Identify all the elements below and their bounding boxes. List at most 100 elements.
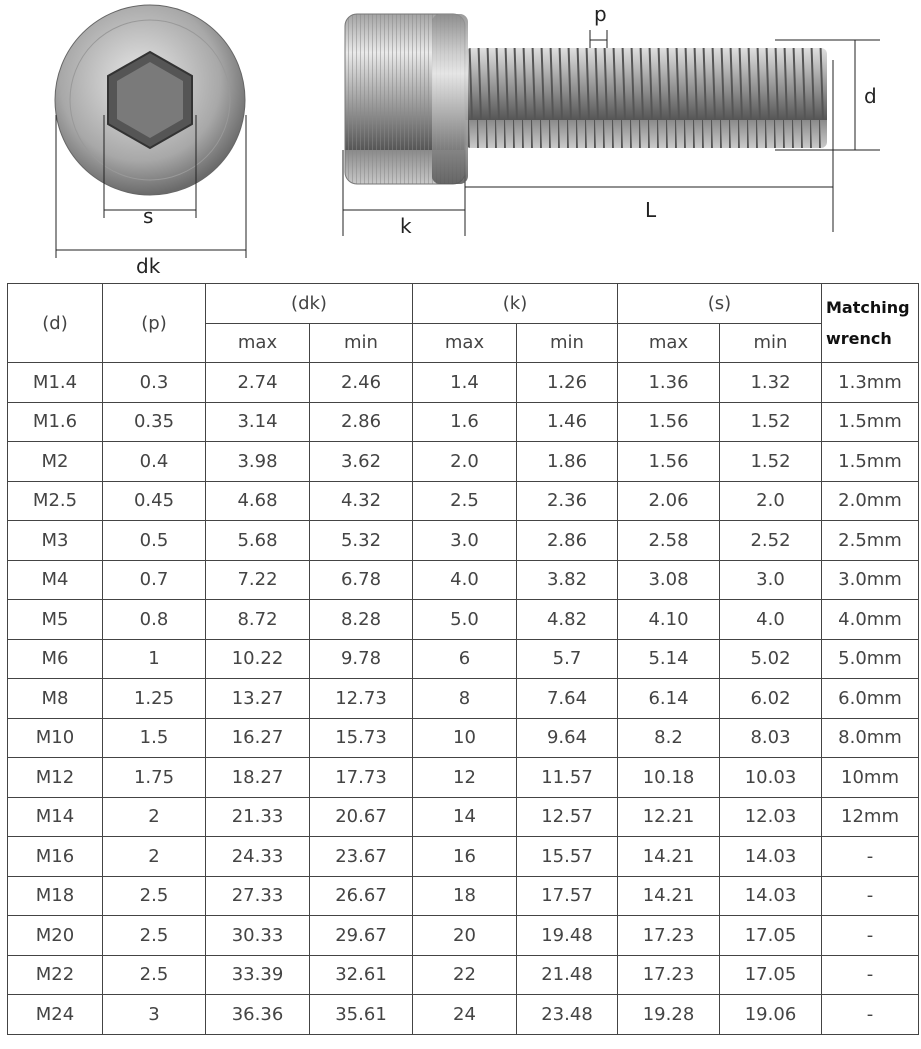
cell-k-max: 2.5 bbox=[412, 480, 517, 521]
table-row: M20 2.5 30.33 29.67 20 19.48 17.23 17.05- bbox=[7, 915, 919, 956]
cell-dk-max: 33.39 bbox=[205, 954, 310, 995]
cell-s-max: 3.08 bbox=[617, 559, 720, 600]
label-k: k bbox=[400, 214, 412, 238]
cell-k-min: 5.7 bbox=[516, 638, 618, 679]
cell-dk-max: 3.14 bbox=[205, 401, 310, 442]
table-row: M1.4 0.3 2.74 2.46 1.4 1.26 1.36 1.32 1.3mm bbox=[7, 362, 919, 403]
cell-s-max: 4.10 bbox=[617, 599, 720, 640]
cell-k-min: 2.86 bbox=[516, 520, 618, 561]
table-row: M2 0.4 3.98 3.62 2.0 1.86 1.56 1.52 1.5mm bbox=[7, 441, 919, 482]
cell-k-max: 1.4 bbox=[412, 362, 517, 403]
cell-s-min: 19.06 bbox=[719, 994, 822, 1035]
cell-wrench: 6.0mm bbox=[821, 678, 919, 719]
cell-wrench: - bbox=[821, 836, 919, 877]
cell-k-min: 19.48 bbox=[516, 915, 618, 956]
cell-p: 0.4 bbox=[102, 441, 206, 482]
cell-k-min: 4.82 bbox=[516, 599, 618, 640]
cell-s-max: 14.21 bbox=[617, 836, 720, 877]
cell-k-min: 23.48 bbox=[516, 994, 618, 1035]
table-row: M22 2.5 33.39 32.61 22 21.48 17.23 17.05- bbox=[7, 954, 919, 995]
cell-k-max: 10 bbox=[412, 717, 517, 758]
cell-k-max: 3.0 bbox=[412, 520, 517, 561]
cell-d: M2 bbox=[7, 441, 103, 482]
header-s-min: min bbox=[719, 322, 822, 363]
cell-k-max: 6 bbox=[412, 638, 517, 679]
cell-k-min: 1.46 bbox=[516, 401, 618, 442]
cell-s-max: 17.23 bbox=[617, 954, 720, 995]
table-row: M2.5 0.45 4.68 4.32 2.5 2.36 2.06 2.0 2.0mm bbox=[7, 480, 919, 521]
cell-dk-max: 24.33 bbox=[205, 836, 310, 877]
cell-wrench: 8.0mm bbox=[821, 717, 919, 758]
cell-k-min: 1.86 bbox=[516, 441, 618, 482]
cell-p: 0.7 bbox=[102, 559, 206, 600]
cell-s-max: 1.56 bbox=[617, 401, 720, 442]
cell-d: M24 bbox=[7, 994, 103, 1035]
cell-dk-max: 13.27 bbox=[205, 678, 310, 719]
table-row: M12 1.75 18.27 17.73 12 11.57 10.18 10.03 10mm bbox=[7, 757, 919, 798]
cell-p: 1 bbox=[102, 638, 206, 679]
cell-dk-max: 18.27 bbox=[205, 757, 310, 798]
cell-k-max: 4.0 bbox=[412, 559, 517, 600]
cell-s-min: 14.03 bbox=[719, 836, 822, 877]
cell-s-min: 17.05 bbox=[719, 915, 822, 956]
cell-d: M18 bbox=[7, 875, 103, 916]
cell-p: 2.5 bbox=[102, 915, 206, 956]
table-row: M4 0.7 7.22 6.78 4.0 3.82 3.08 3.0 3.0mm bbox=[7, 559, 919, 600]
cell-dk-max: 16.27 bbox=[205, 717, 310, 758]
cell-dk-min: 5.32 bbox=[309, 520, 413, 561]
cell-p: 1.25 bbox=[102, 678, 206, 719]
cell-dk-min: 2.86 bbox=[309, 401, 413, 442]
cell-k-max: 5.0 bbox=[412, 599, 517, 640]
table-row: M6 1 10.22 9.78 6 5.7 5.14 5.02 5.0mm bbox=[7, 638, 919, 679]
cell-d: M6 bbox=[7, 638, 103, 679]
cell-k-min: 2.36 bbox=[516, 480, 618, 521]
cell-p: 2 bbox=[102, 836, 206, 877]
cell-s-min: 10.03 bbox=[719, 757, 822, 798]
cell-p: 1.5 bbox=[102, 717, 206, 758]
cell-wrench: 12mm bbox=[821, 796, 919, 837]
cell-s-min: 1.32 bbox=[719, 362, 822, 403]
cell-d: M1.4 bbox=[7, 362, 103, 403]
table-row: M1.6 0.35 3.14 2.86 1.6 1.46 1.56 1.52 1.5mm bbox=[7, 401, 919, 442]
header-d: (d) bbox=[7, 283, 103, 363]
cell-s-min: 12.03 bbox=[719, 796, 822, 837]
cell-k-min: 11.57 bbox=[516, 757, 618, 798]
screw-spec-table: (d) (p) (dk) (k) (s) Matching wrench max… bbox=[7, 283, 919, 1035]
cell-k-min: 15.57 bbox=[516, 836, 618, 877]
cell-dk-min: 26.67 bbox=[309, 875, 413, 916]
cell-k-max: 12 bbox=[412, 757, 517, 798]
table-row: M18 2.5 27.33 26.67 18 17.57 14.21 14.03- bbox=[7, 875, 919, 916]
cell-wrench: - bbox=[821, 954, 919, 995]
cell-dk-max: 2.74 bbox=[205, 362, 310, 403]
cell-wrench: 5.0mm bbox=[821, 638, 919, 679]
table-row: M5 0.8 8.72 8.28 5.0 4.82 4.10 4.0 4.0mm bbox=[7, 599, 919, 640]
cell-dk-max: 27.33 bbox=[205, 875, 310, 916]
label-L: L bbox=[645, 198, 657, 222]
cell-k-min: 9.64 bbox=[516, 717, 618, 758]
cell-wrench: 1.5mm bbox=[821, 401, 919, 442]
label-p: p bbox=[594, 2, 607, 26]
cell-wrench: - bbox=[821, 875, 919, 916]
cell-dk-max: 8.72 bbox=[205, 599, 310, 640]
table-row: M14 2 21.33 20.67 14 12.57 12.21 12.03 12mm bbox=[7, 796, 919, 837]
cell-s-min: 6.02 bbox=[719, 678, 822, 719]
label-dk: dk bbox=[136, 254, 161, 278]
cell-d: M20 bbox=[7, 915, 103, 956]
screw-dimension-diagram: s dk k L p d bbox=[0, 0, 921, 280]
cell-dk-min: 9.78 bbox=[309, 638, 413, 679]
header-k-max: max bbox=[412, 322, 517, 363]
cell-k-max: 18 bbox=[412, 875, 517, 916]
cell-wrench: 4.0mm bbox=[821, 599, 919, 640]
cell-dk-min: 29.67 bbox=[309, 915, 413, 956]
cell-dk-min: 23.67 bbox=[309, 836, 413, 877]
cell-s-max: 10.18 bbox=[617, 757, 720, 798]
cell-wrench: 2.0mm bbox=[821, 480, 919, 521]
header-p: (p) bbox=[102, 283, 206, 363]
cell-d: M5 bbox=[7, 599, 103, 640]
cell-dk-min: 2.46 bbox=[309, 362, 413, 403]
label-s: s bbox=[143, 204, 154, 228]
cell-d: M3 bbox=[7, 520, 103, 561]
table-row: M3 0.5 5.68 5.32 3.0 2.86 2.58 2.52 2.5mm bbox=[7, 520, 919, 561]
cell-dk-max: 5.68 bbox=[205, 520, 310, 561]
cell-k-min: 17.57 bbox=[516, 875, 618, 916]
